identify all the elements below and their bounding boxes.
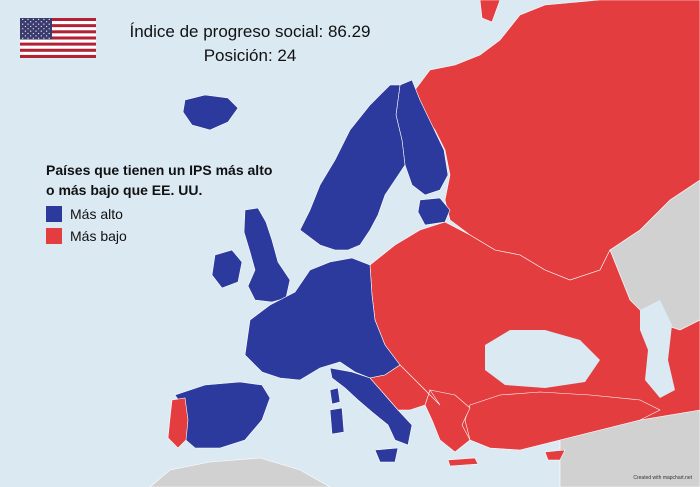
north-africa xyxy=(149,457,331,487)
corsica xyxy=(329,387,341,405)
index-value: 86.29 xyxy=(327,22,371,41)
legend-item-higher: Más alto xyxy=(46,206,276,222)
rank-value: 24 xyxy=(277,46,297,65)
crete xyxy=(447,457,479,467)
baltics xyxy=(417,197,451,226)
credit-text: Created with mapchart.net xyxy=(633,475,692,481)
black-sea xyxy=(485,330,600,388)
ireland xyxy=(211,249,243,289)
legend-item-lower: Más bajo xyxy=(46,228,276,244)
rank-label: Posición: xyxy=(203,46,278,65)
caspian-sea xyxy=(640,300,675,398)
legend: Países que tienen un IPS más alto o más … xyxy=(46,160,276,244)
turkey xyxy=(464,391,661,451)
sardinia xyxy=(329,407,345,435)
legend-swatch-higher xyxy=(46,206,62,222)
title-block: Índice de progreso social: 86.29 Posició… xyxy=(100,20,400,68)
portugal xyxy=(167,397,189,449)
sicily xyxy=(374,447,399,463)
index-line: Índice de progreso social: 86.29 xyxy=(100,20,400,44)
legend-label-lower: Más bajo xyxy=(70,228,127,244)
greece xyxy=(424,389,471,453)
rank-line: Posición: 24 xyxy=(100,44,400,68)
novaya-zemlya xyxy=(479,0,501,23)
scandinavia xyxy=(299,84,406,251)
legend-label-higher: Más alto xyxy=(70,206,123,222)
legend-swatch-lower xyxy=(46,228,62,244)
legend-title: Países que tienen un IPS más alto o más … xyxy=(46,162,273,198)
index-label: Índice de progreso social: xyxy=(129,22,328,41)
balkans xyxy=(369,364,441,411)
iceland xyxy=(182,94,239,131)
usa-flag-icon xyxy=(20,18,96,58)
cyprus xyxy=(544,449,566,461)
